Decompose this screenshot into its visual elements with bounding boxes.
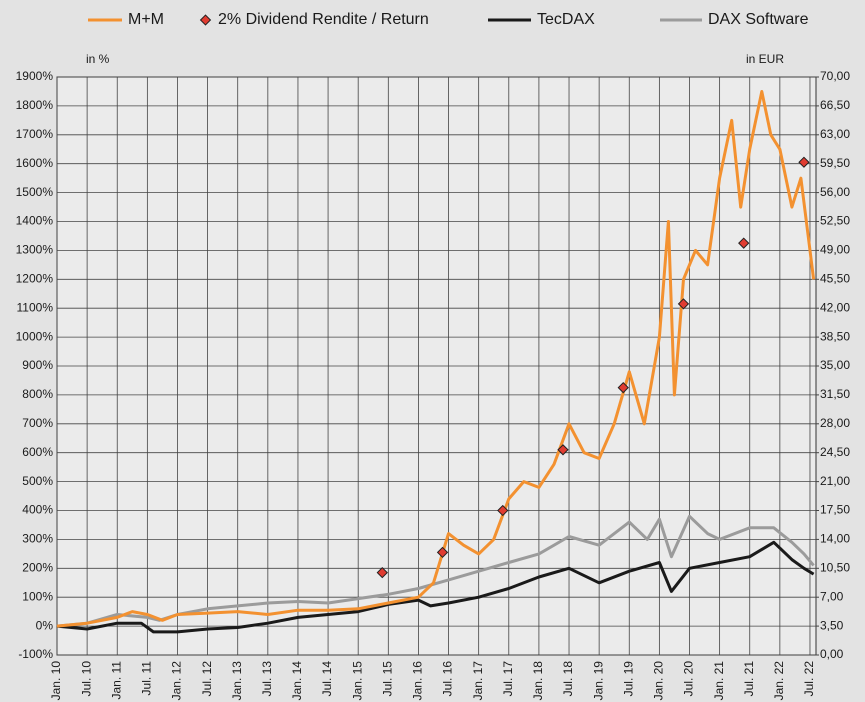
y-tick-label: 1500%: [16, 185, 54, 199]
y-tick-label: 1400%: [16, 214, 54, 228]
x-tick-label: Jul. 14: [320, 661, 334, 697]
y-tick-label: 1300%: [16, 243, 54, 257]
x-tick-label: Jan. 21: [712, 661, 726, 701]
x-tick-label: Jan. 22: [772, 661, 786, 701]
y2-tick-label: 42,00: [820, 300, 850, 314]
y2-tick-label: 66,50: [820, 98, 850, 112]
x-tick-label: Jul. 22: [802, 661, 816, 697]
x-tick-label: Jan. 19: [591, 661, 605, 701]
x-tick-label: Jul. 18: [561, 661, 575, 697]
y-tick-label: 200%: [22, 560, 53, 574]
y2-tick-label: 0,00: [820, 647, 844, 661]
y2-tick-label: 63,00: [820, 127, 850, 141]
x-tick-label: Jul. 11: [140, 661, 154, 696]
y2-tick-label: 45,50: [820, 271, 850, 285]
x-tick-label: Jul. 13: [260, 661, 274, 697]
x-tick-label: Jul. 12: [200, 661, 214, 697]
dividend-marker: [557, 444, 569, 456]
y2-tick-label: 59,50: [820, 156, 850, 170]
y-tick-label: -100%: [18, 647, 53, 661]
dividend-marker: [497, 504, 509, 517]
y2-tick-label: 3,50: [820, 618, 844, 632]
y2-tick-label: 21,00: [820, 474, 850, 488]
x-tick-label: Jan. 18: [531, 661, 545, 701]
legend-label: 2% Dividend Rendite / Return: [218, 11, 429, 28]
y2-tick-label: 10,50: [820, 560, 850, 574]
legend-swatch: [199, 14, 212, 26]
y-tick-label: 100%: [22, 589, 53, 603]
x-tick-label: Jul. 15: [380, 661, 394, 697]
y2-tick-label: 7,00: [820, 589, 844, 603]
y-tick-label: 300%: [22, 532, 53, 546]
x-tick-label: Jan. 10: [49, 661, 63, 701]
y-tick-label: 1800%: [16, 98, 54, 112]
dividend-marker: [677, 298, 690, 310]
y2-tick-label: 24,50: [820, 445, 850, 459]
x-tick-label: Jan. 15: [350, 661, 364, 701]
legend-label: M+M: [128, 11, 164, 28]
legend-label: DAX Software: [708, 11, 809, 28]
y-tick-label: 400%: [22, 503, 53, 517]
x-tick-label: Jul. 17: [501, 661, 515, 697]
y-tick-label: 0%: [36, 618, 54, 632]
y-tick-label: 1600%: [16, 156, 54, 170]
y2-tick-label: 31,50: [820, 387, 850, 401]
y-tick-label: 1900%: [16, 69, 54, 83]
axis-unit-left: in %: [86, 52, 110, 66]
x-tick-label: Jan. 12: [170, 661, 184, 701]
x-tick-label: Jul. 16: [441, 661, 455, 697]
x-tick-label: Jan. 11: [109, 661, 123, 700]
y2-tick-label: 28,00: [820, 416, 850, 430]
dividend-marker: [798, 156, 810, 168]
y-tick-label: 1000%: [16, 329, 54, 343]
x-tick-label: Jul. 21: [742, 661, 756, 697]
y2-tick-label: 35,00: [820, 358, 850, 372]
x-tick-label: Jan. 16: [411, 661, 425, 701]
dividend-marker: [436, 546, 449, 559]
y-tick-label: 1700%: [16, 127, 54, 141]
y-tick-label: 700%: [22, 416, 53, 430]
y2-tick-label: 52,50: [820, 214, 850, 228]
y-tick-label: 800%: [22, 387, 53, 401]
x-tick-label: Jul. 10: [79, 661, 93, 697]
x-tick-label: Jan. 17: [471, 661, 485, 701]
dividend-marker: [617, 382, 629, 394]
y2-tick-label: 38,50: [820, 329, 850, 343]
y2-tick-label: 70,00: [820, 69, 850, 83]
x-tick-label: Jan. 20: [652, 661, 666, 701]
x-tick-label: Jul. 19: [621, 661, 635, 697]
x-tick-label: Jan. 13: [230, 661, 244, 701]
y-tick-label: 600%: [22, 445, 53, 459]
y-tick-label: 1100%: [17, 300, 54, 314]
legend-label: TecDAX: [537, 11, 595, 28]
y2-tick-label: 56,00: [820, 185, 850, 199]
series-line: [56, 540, 815, 634]
dividend-marker: [738, 237, 750, 249]
y-tick-label: 500%: [22, 474, 53, 488]
x-tick-label: Jul. 20: [682, 661, 696, 697]
series-line: [56, 90, 816, 628]
y-tick-label: 1200%: [16, 271, 54, 285]
x-tick-label: Jan. 14: [290, 661, 304, 701]
y2-tick-label: 14,00: [820, 532, 850, 546]
axis-unit-right: in EUR: [746, 52, 784, 66]
y2-tick-label: 17,50: [820, 503, 850, 517]
dividend-marker: [376, 566, 388, 579]
y2-tick-label: 49,00: [820, 243, 850, 257]
y-tick-label: 900%: [22, 358, 53, 372]
